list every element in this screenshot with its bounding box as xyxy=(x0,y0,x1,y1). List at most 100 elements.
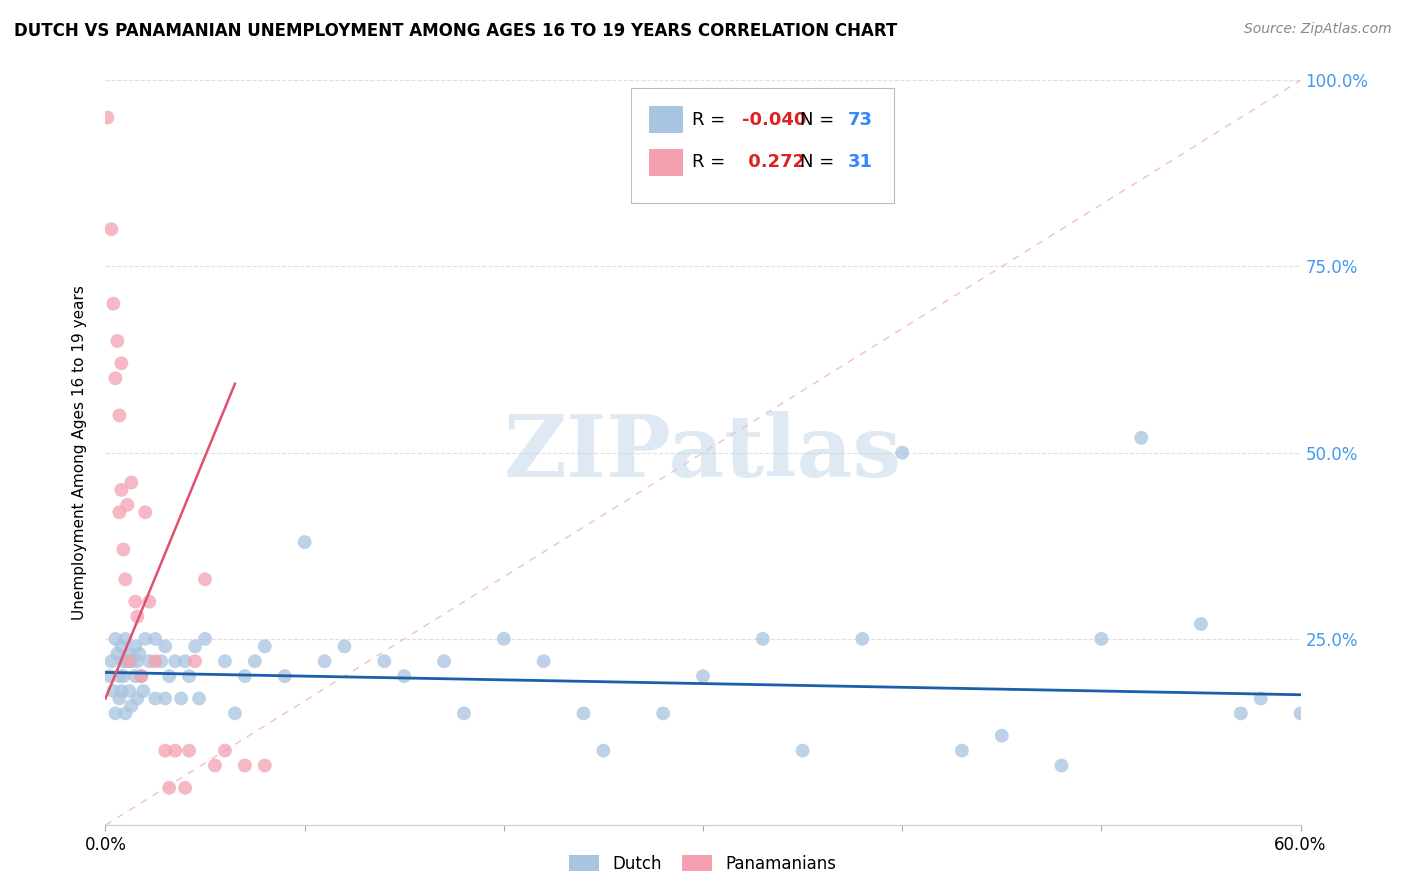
Text: 0.272: 0.272 xyxy=(742,153,806,171)
Point xyxy=(572,706,595,721)
Point xyxy=(134,632,156,646)
Text: R =: R = xyxy=(692,111,731,128)
Point xyxy=(138,654,160,668)
FancyBboxPatch shape xyxy=(650,149,683,176)
Point xyxy=(174,780,197,795)
Point xyxy=(110,483,132,497)
Point xyxy=(114,706,136,721)
Point xyxy=(194,632,217,646)
Point xyxy=(134,505,156,519)
Legend: Dutch, Panamanians: Dutch, Panamanians xyxy=(562,848,844,880)
Point xyxy=(184,640,207,654)
Point xyxy=(177,744,201,758)
Point xyxy=(592,744,614,758)
Point xyxy=(492,632,515,646)
Point xyxy=(138,595,160,609)
Point xyxy=(114,632,136,646)
Point xyxy=(128,647,150,661)
Point xyxy=(792,744,814,758)
Point xyxy=(127,654,149,668)
Point xyxy=(124,640,146,654)
Text: ZIPatlas: ZIPatlas xyxy=(503,410,903,495)
Point xyxy=(112,669,135,683)
FancyBboxPatch shape xyxy=(650,106,683,133)
Point xyxy=(104,632,127,646)
Point xyxy=(120,698,142,713)
Point xyxy=(990,729,1012,743)
Point xyxy=(214,654,236,668)
Point xyxy=(253,758,276,772)
Point xyxy=(110,640,132,654)
Point xyxy=(157,669,180,683)
Point xyxy=(243,654,266,668)
Point xyxy=(110,356,132,370)
Point xyxy=(153,744,177,758)
Text: N =: N = xyxy=(800,111,839,128)
Point xyxy=(1229,706,1251,721)
Point xyxy=(96,111,118,125)
Point xyxy=(112,542,135,557)
Point xyxy=(129,669,153,683)
FancyBboxPatch shape xyxy=(631,87,894,203)
Point xyxy=(373,654,395,668)
Point xyxy=(143,691,166,706)
Point xyxy=(117,498,139,512)
Point xyxy=(103,296,125,311)
Point xyxy=(751,632,773,646)
Point xyxy=(132,684,155,698)
Point xyxy=(1130,431,1153,445)
Point xyxy=(533,654,555,668)
Point xyxy=(233,669,256,683)
Point xyxy=(100,654,122,668)
Point xyxy=(333,640,356,654)
Point xyxy=(108,409,131,423)
Point xyxy=(170,691,193,706)
Point xyxy=(157,780,180,795)
Point xyxy=(1289,706,1312,721)
Point xyxy=(1050,758,1073,772)
Point xyxy=(184,654,207,668)
Text: Source: ZipAtlas.com: Source: ZipAtlas.com xyxy=(1244,22,1392,37)
Y-axis label: Unemployment Among Ages 16 to 19 years: Unemployment Among Ages 16 to 19 years xyxy=(72,285,87,620)
Point xyxy=(114,654,136,668)
Point xyxy=(104,371,127,385)
Point xyxy=(127,609,149,624)
Point xyxy=(1090,632,1112,646)
Point xyxy=(294,535,316,549)
Point xyxy=(110,684,132,698)
Point xyxy=(124,595,146,609)
Point xyxy=(1189,617,1212,632)
Point xyxy=(224,706,246,721)
Point xyxy=(108,505,131,519)
Point xyxy=(114,572,136,586)
Text: DUTCH VS PANAMANIAN UNEMPLOYMENT AMONG AGES 16 TO 19 YEARS CORRELATION CHART: DUTCH VS PANAMANIAN UNEMPLOYMENT AMONG A… xyxy=(14,22,897,40)
Point xyxy=(120,654,142,668)
Point xyxy=(143,632,166,646)
Point xyxy=(103,684,125,698)
Point xyxy=(194,572,217,586)
Point xyxy=(273,669,295,683)
Point xyxy=(851,632,873,646)
Point xyxy=(108,669,131,683)
Point xyxy=(118,684,141,698)
Point xyxy=(150,654,173,668)
Point xyxy=(153,691,177,706)
Text: -0.040: -0.040 xyxy=(742,111,807,128)
Text: 31: 31 xyxy=(848,153,873,171)
Point xyxy=(1250,691,1272,706)
Point xyxy=(98,669,121,683)
Point xyxy=(392,669,416,683)
Text: R =: R = xyxy=(692,153,731,171)
Point xyxy=(188,691,211,706)
Point xyxy=(314,654,336,668)
Point xyxy=(174,654,197,668)
Point xyxy=(165,744,187,758)
Point xyxy=(143,654,166,668)
Point xyxy=(214,744,236,758)
Point xyxy=(253,640,276,654)
Point xyxy=(104,706,127,721)
Point xyxy=(120,475,142,490)
Text: N =: N = xyxy=(800,153,839,171)
Point xyxy=(204,758,226,772)
Point xyxy=(129,669,153,683)
